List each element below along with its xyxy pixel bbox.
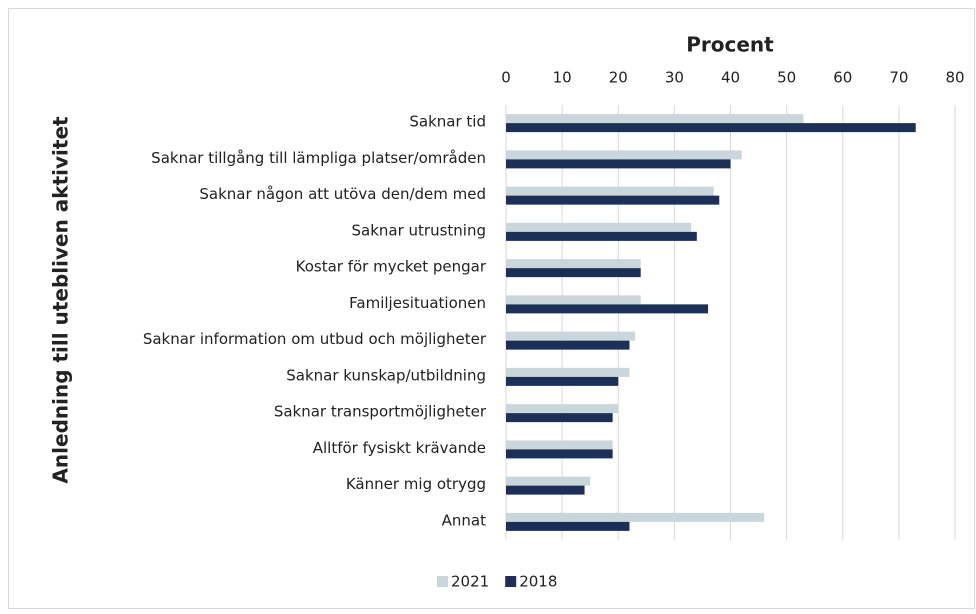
x-tick-label: 40 <box>721 69 740 87</box>
bar <box>506 222 692 232</box>
x-tick-label: 20 <box>609 69 628 87</box>
y-tick-label: Saknar kunskap/utbildning <box>286 366 486 384</box>
bar <box>506 331 636 341</box>
y-tick-label: Kostar för mycket pengar <box>296 258 487 276</box>
y-tick-label: Saknar någon att utöva den/dem med <box>199 185 486 203</box>
y-tick-label: Saknar transportmöjligheter <box>274 403 487 421</box>
bar <box>506 404 619 414</box>
bar <box>506 304 709 314</box>
x-tick-label: 10 <box>553 69 572 87</box>
x-axis-title: Procent <box>686 33 774 57</box>
bar <box>506 231 697 241</box>
bar <box>506 195 720 205</box>
bar <box>506 449 613 459</box>
bar <box>506 512 765 522</box>
bar <box>506 521 630 531</box>
bar <box>506 340 630 350</box>
y-tick-label: Saknar tillgång till lämpliga platser/om… <box>151 149 486 167</box>
y-tick-label: Familjesituationen <box>349 294 486 312</box>
bar <box>506 150 742 160</box>
x-tick-label: 30 <box>665 69 684 87</box>
legend-label: 2018 <box>519 573 557 591</box>
bar <box>506 268 641 278</box>
x-tick-label: 80 <box>945 69 964 87</box>
y-axis-title: Anledning till utebliven aktivitet <box>49 116 73 484</box>
y-tick-label: Saknar utrustning <box>352 221 487 239</box>
y-tick-label: Alltför fysiskt krävande <box>313 439 486 457</box>
bar <box>506 413 613 423</box>
bar <box>506 485 585 495</box>
bar <box>506 186 714 196</box>
bar <box>506 376 619 386</box>
y-tick-label: Saknar tid <box>409 113 486 131</box>
bar <box>506 295 641 305</box>
y-tick-label: Känner mig otrygg <box>346 475 486 493</box>
bar <box>506 476 591 486</box>
bar <box>506 367 630 377</box>
y-tick-label: Saknar information om utbud och möjlighe… <box>143 330 487 348</box>
bar <box>506 114 804 124</box>
x-tick-label: 70 <box>889 69 908 87</box>
y-tick-label: Annat <box>442 511 486 529</box>
bar <box>506 159 731 169</box>
x-tick-label: 0 <box>501 69 511 87</box>
bar <box>506 259 641 269</box>
legend-swatch <box>437 576 448 587</box>
x-tick-label: 50 <box>777 69 796 87</box>
bar <box>506 123 916 133</box>
legend-label: 2021 <box>451 573 489 591</box>
x-tick-label: 60 <box>833 69 852 87</box>
bar <box>506 440 613 450</box>
chart-frame <box>8 8 975 609</box>
legend-swatch <box>505 576 517 587</box>
